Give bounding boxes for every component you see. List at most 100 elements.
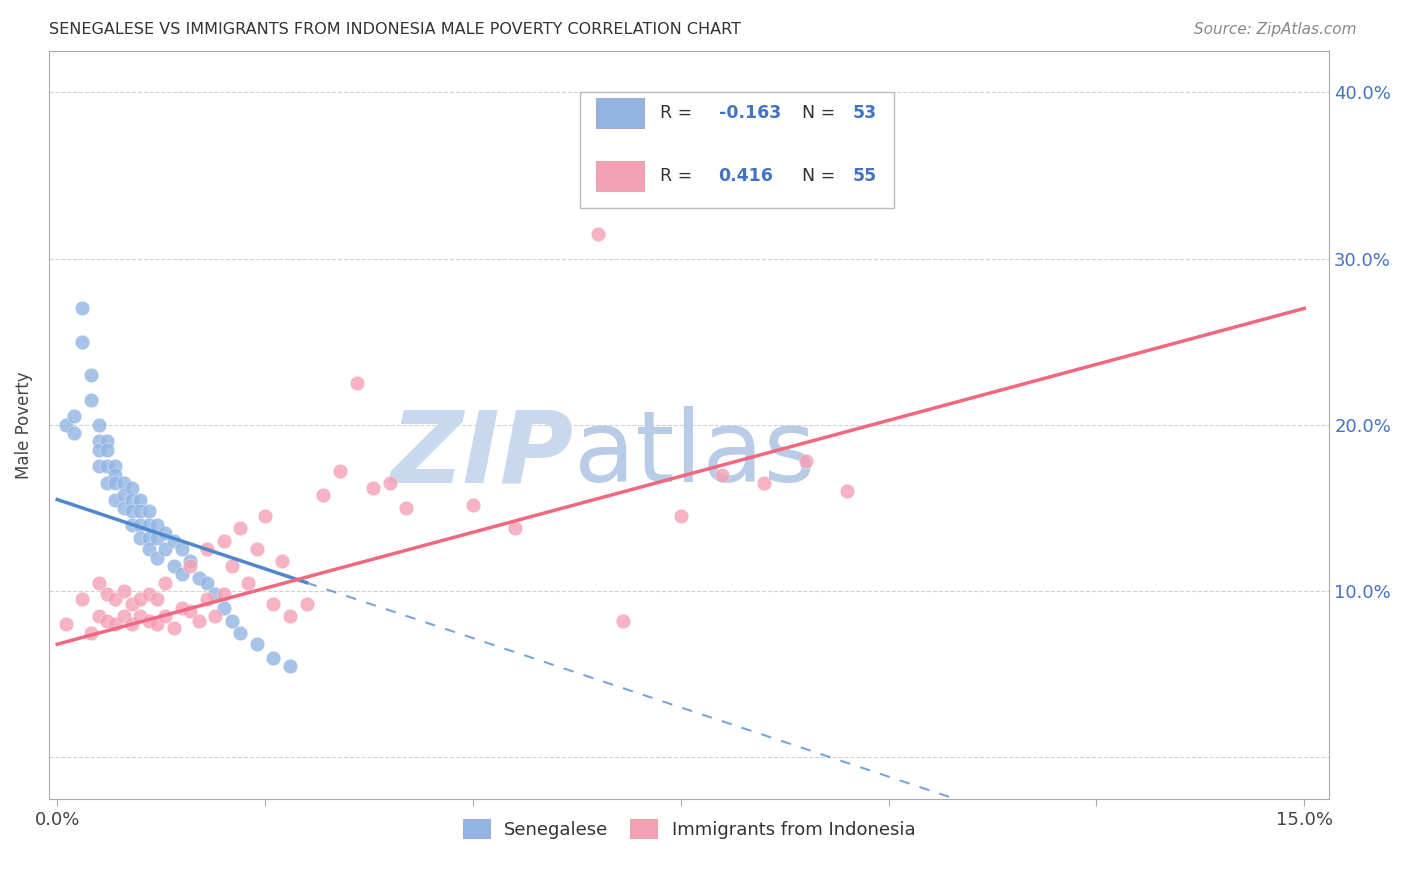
Point	[752, 475, 775, 490]
Text: N =: N =	[801, 168, 841, 186]
Point	[187, 614, 209, 628]
Point	[146, 592, 169, 607]
Point	[63, 426, 86, 441]
Point	[55, 617, 77, 632]
Point	[96, 434, 118, 449]
Point	[138, 531, 160, 545]
Point	[79, 392, 101, 407]
Text: atlas: atlas	[574, 406, 815, 503]
Text: N =: N =	[801, 103, 841, 122]
Point	[96, 459, 118, 474]
Text: 0.416: 0.416	[718, 168, 773, 186]
Point	[170, 567, 193, 582]
Point	[179, 554, 201, 568]
Point	[112, 609, 135, 624]
Text: 53: 53	[853, 103, 877, 122]
Point	[187, 571, 209, 585]
Point	[87, 417, 110, 432]
Point	[121, 504, 143, 518]
Point	[87, 434, 110, 449]
Point	[112, 475, 135, 490]
Point	[163, 621, 186, 635]
FancyBboxPatch shape	[581, 92, 894, 208]
Point	[835, 484, 858, 499]
Point	[129, 609, 152, 624]
Text: SENEGALESE VS IMMIGRANTS FROM INDONESIA MALE POVERTY CORRELATION CHART: SENEGALESE VS IMMIGRANTS FROM INDONESIA …	[49, 22, 741, 37]
Point	[278, 658, 301, 673]
Point	[262, 650, 284, 665]
Point	[146, 517, 169, 532]
Point	[794, 454, 817, 468]
Point	[70, 592, 93, 607]
Point	[669, 509, 692, 524]
FancyBboxPatch shape	[596, 98, 644, 128]
Point	[104, 467, 127, 482]
Text: R =: R =	[659, 168, 703, 186]
Point	[163, 559, 186, 574]
Point	[55, 417, 77, 432]
Point	[155, 542, 177, 557]
Point	[129, 504, 152, 518]
Point	[262, 597, 284, 611]
Point	[129, 517, 152, 532]
Point	[346, 376, 368, 391]
Point	[121, 517, 143, 532]
Point	[79, 368, 101, 382]
Point	[96, 614, 118, 628]
Text: 55: 55	[853, 168, 877, 186]
Point	[212, 587, 235, 601]
Point	[179, 559, 201, 574]
Point	[503, 521, 526, 535]
Point	[96, 442, 118, 457]
Point	[278, 609, 301, 624]
Point	[179, 604, 201, 618]
Point	[195, 575, 218, 590]
Point	[138, 587, 160, 601]
Point	[79, 625, 101, 640]
Point	[146, 531, 169, 545]
Point	[138, 517, 160, 532]
Point	[212, 534, 235, 549]
Point	[170, 600, 193, 615]
Point	[612, 614, 634, 628]
Point	[378, 475, 401, 490]
Point	[246, 542, 269, 557]
Point	[129, 531, 152, 545]
Point	[229, 521, 252, 535]
Point	[246, 637, 269, 651]
Point	[104, 592, 127, 607]
Point	[254, 509, 277, 524]
Point	[70, 301, 93, 316]
Point	[586, 227, 609, 241]
Point	[112, 487, 135, 501]
Point	[104, 475, 127, 490]
Point	[96, 587, 118, 601]
Point	[129, 592, 152, 607]
Text: -0.163: -0.163	[718, 103, 780, 122]
Point	[221, 559, 243, 574]
Point	[195, 592, 218, 607]
Point	[87, 459, 110, 474]
Point	[155, 575, 177, 590]
Point	[104, 492, 127, 507]
Point	[270, 554, 292, 568]
Text: ZIP: ZIP	[391, 406, 574, 503]
Point	[87, 575, 110, 590]
Point	[212, 600, 235, 615]
Legend: Senegalese, Immigrants from Indonesia: Senegalese, Immigrants from Indonesia	[456, 812, 922, 846]
Point	[204, 609, 226, 624]
Point	[155, 609, 177, 624]
Point	[104, 617, 127, 632]
FancyBboxPatch shape	[596, 161, 644, 191]
Point	[146, 617, 169, 632]
Point	[204, 587, 226, 601]
Point	[96, 475, 118, 490]
Point	[87, 609, 110, 624]
Point	[87, 442, 110, 457]
Point	[221, 614, 243, 628]
Point	[138, 504, 160, 518]
Point	[146, 550, 169, 565]
Point	[121, 481, 143, 495]
Point	[295, 597, 318, 611]
Text: Source: ZipAtlas.com: Source: ZipAtlas.com	[1194, 22, 1357, 37]
